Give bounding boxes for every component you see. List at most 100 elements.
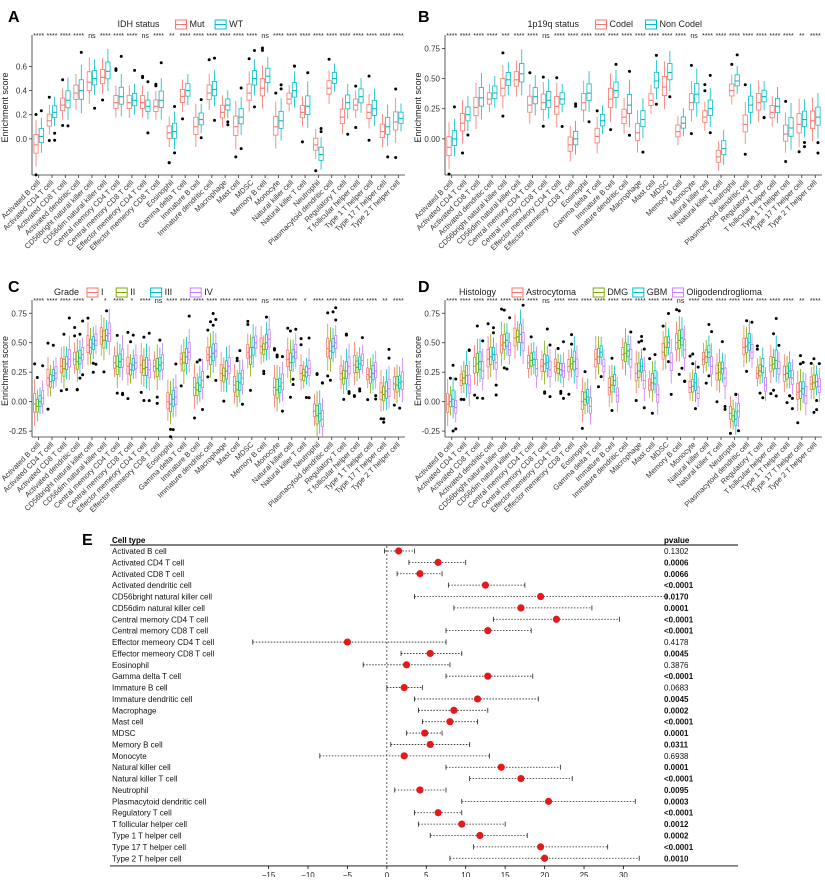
outlier-point — [334, 306, 338, 310]
box — [126, 94, 132, 109]
significance-label: **** — [393, 33, 404, 40]
box — [796, 382, 800, 400]
significance-label: **** — [756, 298, 767, 305]
x-tick-label: 25 — [580, 871, 589, 877]
box — [206, 84, 212, 100]
pvalue: <0.0001 — [664, 615, 694, 624]
box — [384, 381, 388, 399]
box — [398, 375, 402, 389]
box — [763, 377, 767, 392]
header-pvalue: pvalue — [664, 536, 690, 545]
box — [648, 93, 654, 106]
box — [105, 61, 111, 80]
y-tick-label: 0.75 — [424, 309, 440, 318]
outlier-point — [121, 391, 125, 395]
pvalue: 0.0066 — [664, 570, 689, 579]
outlier-point — [466, 133, 470, 137]
box — [65, 356, 69, 371]
box — [328, 340, 332, 360]
outlier-point — [796, 421, 800, 425]
box — [742, 114, 748, 133]
outlier-point — [209, 320, 213, 324]
outlier-point — [213, 118, 217, 122]
outlier-point — [500, 307, 504, 311]
outlier-point — [641, 150, 645, 154]
outlier-point — [790, 407, 794, 411]
outlier-point — [288, 395, 292, 399]
box — [513, 327, 517, 347]
significance-label: **** — [366, 33, 377, 40]
box — [745, 337, 749, 354]
legend-title: Histology — [459, 287, 497, 297]
box — [527, 355, 530, 369]
box — [92, 70, 98, 86]
y-tick-label: 0.00 — [11, 398, 27, 407]
outlier-point — [529, 335, 533, 339]
row-label: Macrophage — [112, 706, 157, 715]
pvalue: <0.0001 — [664, 775, 694, 784]
outlier-point — [214, 378, 218, 382]
significance-label: **** — [140, 298, 151, 305]
box — [688, 93, 694, 111]
box — [219, 364, 223, 381]
box — [169, 393, 173, 413]
outlier-point — [481, 339, 485, 343]
outlier-point — [214, 318, 218, 322]
legend-label: III — [165, 287, 173, 297]
outlier-point — [454, 377, 458, 381]
significance-label: **** — [581, 298, 592, 305]
significance-label: * — [91, 298, 94, 305]
y-axis-label: Enrichment score — [0, 72, 10, 142]
outlier-point — [252, 105, 256, 109]
box — [344, 361, 348, 379]
box — [804, 385, 808, 404]
outlier-point — [755, 347, 759, 351]
outlier-point — [521, 303, 525, 307]
box — [171, 390, 175, 407]
box — [185, 348, 188, 364]
significance-label: **** — [47, 33, 58, 40]
outlier-point — [146, 80, 150, 84]
box — [51, 369, 55, 382]
outlier-point — [784, 99, 788, 103]
box — [661, 342, 665, 360]
box — [548, 360, 552, 378]
significance-label: **** — [113, 298, 124, 305]
outlier-point — [386, 155, 390, 159]
outlier-point — [559, 391, 563, 395]
x-tick-label: 15 — [501, 871, 510, 877]
row-label: MDSC — [112, 729, 136, 738]
row-label: Central memory CD8 T cell — [112, 627, 208, 636]
significance-label: **** — [621, 33, 632, 40]
box — [214, 343, 218, 358]
y-axis-label: Enrichment score — [413, 72, 423, 142]
box — [140, 95, 146, 109]
box — [153, 359, 157, 372]
y-tick-label: 0.00 — [424, 398, 440, 407]
y-tick-label: 0.0 — [16, 135, 28, 144]
outlier-point — [723, 404, 727, 408]
outlier-point — [53, 138, 57, 142]
outlier-point — [494, 383, 498, 387]
significance-label: **** — [567, 298, 578, 305]
outlier-point — [743, 83, 747, 87]
box — [527, 95, 533, 113]
outlier-point — [728, 431, 732, 435]
box — [459, 373, 463, 386]
box — [41, 390, 45, 405]
outlier-point — [346, 132, 350, 136]
outlier-point — [79, 50, 83, 54]
box — [640, 110, 646, 128]
hr-point — [402, 661, 411, 669]
box — [621, 347, 625, 361]
box — [342, 370, 346, 385]
box — [299, 364, 303, 381]
hr-point — [416, 570, 424, 578]
box — [278, 110, 284, 129]
box — [478, 87, 484, 107]
outlier-point — [239, 86, 243, 90]
outlier-point — [555, 76, 559, 80]
outlier-point — [238, 349, 242, 353]
box — [275, 379, 279, 399]
outlier-point — [627, 69, 631, 73]
